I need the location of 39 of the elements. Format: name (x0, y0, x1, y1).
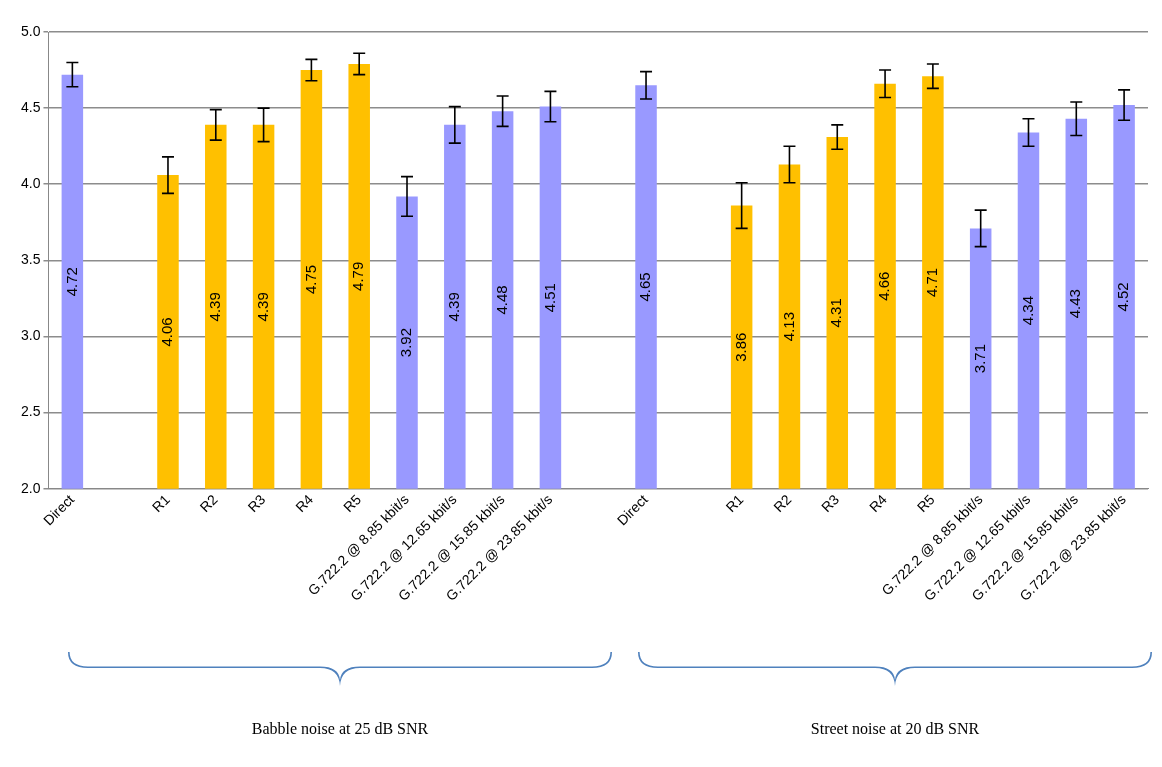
x-tick-label: R1 (722, 491, 747, 516)
y-tick-label: 2.0 (20, 479, 41, 496)
text: Babble noise at 25 dB SNR (250, 720, 430, 738)
data-label: 4.79 (349, 261, 367, 291)
x-tick-label: R1 (148, 491, 173, 516)
x-tick-label: R2 (196, 491, 221, 516)
x-tick-label: R3 (244, 491, 269, 516)
data-label: 3.86 (731, 332, 749, 362)
data-label: 4.13 (779, 311, 797, 342)
data-label: 4.48 (492, 285, 510, 315)
x-tick-label: R3 (818, 491, 843, 516)
data-label: 4.39 (205, 292, 223, 322)
data-label: 4.71 (923, 267, 941, 298)
text: Street noise at 20 dB SNR (809, 720, 981, 738)
data-label: 4.39 (444, 292, 462, 322)
data-label: 4.65 (636, 272, 654, 302)
y-tick-label: 5.0 (20, 22, 41, 39)
data-label: 4.39 (253, 292, 271, 322)
x-tick-label: R4 (865, 491, 891, 516)
data-label: 3.92 (397, 327, 415, 358)
data-label: 4.06 (158, 317, 176, 347)
y-tick-label: 4.0 (20, 175, 41, 192)
x-tick-label: R5 (913, 491, 938, 516)
x-tick-label: R5 (340, 491, 365, 516)
y-tick-label: 2.5 (20, 403, 41, 420)
data-label: 3.71 (970, 343, 988, 374)
x-tick-label: R4 (292, 491, 317, 516)
data-label: 4.43 (1066, 289, 1084, 319)
data-label: 4.31 (827, 298, 845, 328)
data-label: 4.52 (1114, 282, 1132, 312)
data-label: 4.51 (540, 283, 558, 313)
data-label: 4.34 (1018, 296, 1036, 326)
y-tick-label: 3.0 (20, 327, 41, 344)
data-label: 4.72 (62, 267, 80, 297)
x-tick-label: R2 (770, 491, 795, 516)
y-tick-label: 3.5 (20, 251, 41, 268)
y-tick-label: 4.5 (20, 98, 41, 115)
data-label: 4.66 (875, 271, 893, 301)
data-label: 4.75 (301, 264, 319, 294)
